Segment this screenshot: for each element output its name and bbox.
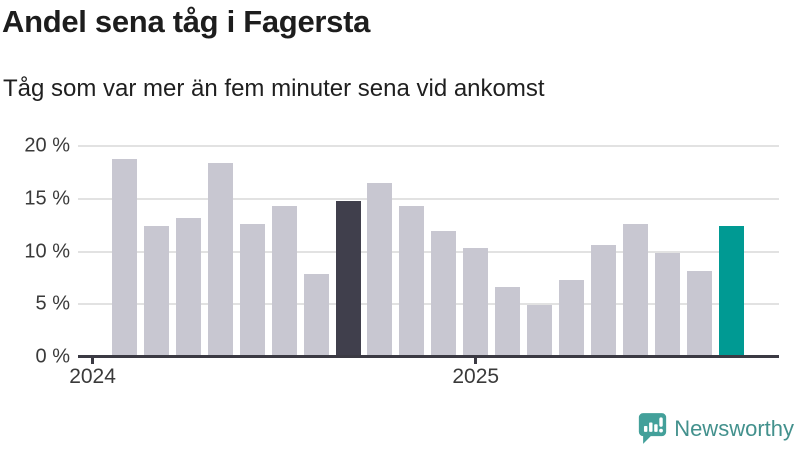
bar [495, 287, 521, 357]
bar [559, 280, 585, 357]
gridline [78, 303, 779, 306]
x-tick-label: 2025 [452, 365, 500, 388]
y-tick-label: 0 % [35, 345, 70, 368]
bar [399, 206, 425, 357]
bar [207, 162, 233, 357]
bar [367, 182, 393, 357]
bar [143, 226, 169, 357]
plot-area: 2024 2025 [69, 145, 779, 388]
bar [271, 206, 297, 357]
newsworthy-logo-icon [639, 413, 667, 444]
bar [686, 270, 712, 357]
bar [431, 231, 457, 357]
brand-name: Newsworthy [674, 415, 794, 441]
chart-subtitle: Tåg som var mer än fem minuter sena vid … [3, 75, 545, 102]
bar [175, 217, 201, 357]
y-axis: 0 % 5 % 10 % 15 % 20 % [0, 135, 70, 368]
x-axis-tick [91, 358, 95, 364]
bar [654, 252, 680, 357]
bar [718, 226, 744, 357]
gridline [78, 145, 779, 147]
bar [112, 158, 137, 357]
gridline [78, 250, 779, 253]
bar [463, 248, 489, 357]
x-tick-label: 2024 [69, 365, 116, 388]
y-tick-label: 5 % [35, 292, 70, 315]
bar [239, 224, 265, 357]
y-tick-label: 20 % [24, 134, 70, 157]
bar [622, 224, 648, 357]
bar [303, 273, 329, 357]
brand-footer: Newsworthy [638, 412, 794, 445]
bar [590, 245, 616, 357]
bar [335, 200, 361, 357]
x-axis-tick [474, 358, 478, 364]
bar [527, 305, 553, 357]
x-axis-line [78, 355, 779, 358]
gridline [78, 197, 779, 200]
y-tick-label: 10 % [24, 240, 70, 262]
y-tick-label: 15 % [24, 187, 70, 210]
page-title: Andel sena tåg i Fagersta [2, 4, 371, 39]
